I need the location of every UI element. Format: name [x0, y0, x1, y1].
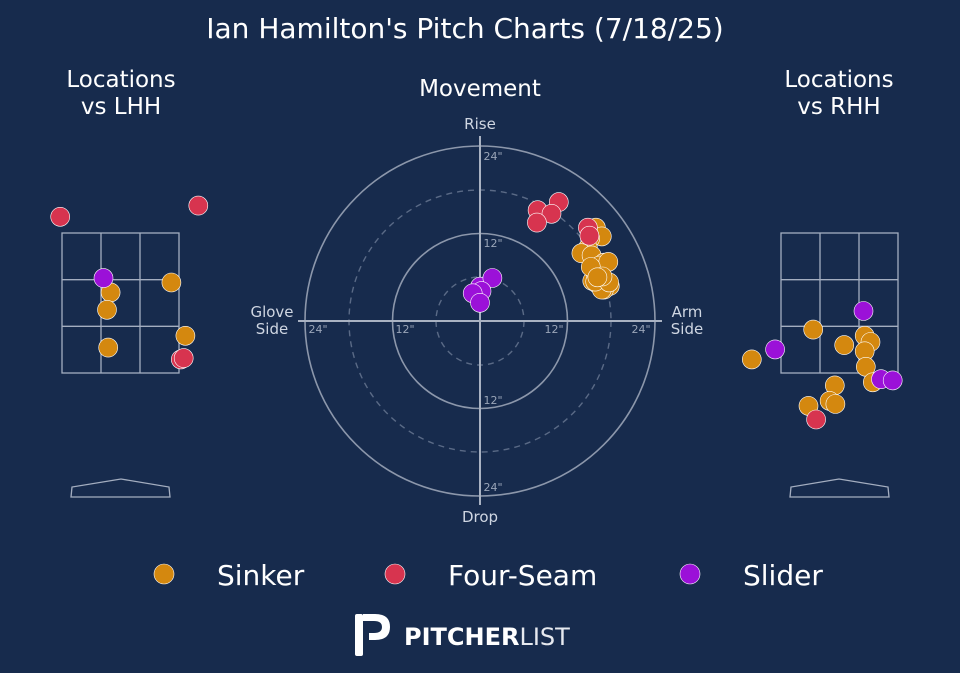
lhh-point-slider-1: [93, 268, 114, 288]
lhh-point-sinker-1: [161, 272, 182, 293]
lhh-panel-title-line1: Locations: [66, 67, 175, 93]
tick-label-bottom-12: 12": [483, 394, 502, 407]
axis-label-arm: Arm: [672, 303, 703, 321]
rhh-home-plate: [789, 478, 890, 498]
pitcherlist-logo-icon: [355, 614, 390, 656]
lhh-panel-title-line2: vs LHH: [81, 94, 161, 120]
axis-label-arm-side: Side: [671, 320, 703, 338]
lhh-point-four-seam-1: [50, 207, 71, 227]
tick-label-bottom-24: 24": [483, 481, 502, 494]
rhh-point-sinker-1: [741, 349, 762, 370]
tick-label-left-24: 24": [308, 323, 327, 336]
legend-label-sinker: Sinker: [217, 559, 305, 592]
lhh-location-points: [50, 195, 209, 370]
rhh-panel-title-line1: Locations: [784, 67, 893, 93]
logo-text-bold: PITCHER: [404, 623, 519, 651]
pitcherlist-logo-text: PITCHERLIST: [404, 623, 570, 651]
tick-label-top-24: 24": [483, 150, 502, 163]
legend-marker-sinker: [153, 563, 175, 585]
legend-label-slider: Slider: [743, 559, 823, 592]
rhh-point-slider-1: [853, 301, 874, 321]
lhh-zone-outline: [61, 232, 180, 374]
legend-label-four-seam: Four-Seam: [448, 559, 597, 592]
movement-panel-title: Movement: [419, 76, 541, 102]
axis-label-glove-side: Side: [256, 320, 288, 338]
lhh-point-sinker-3: [97, 299, 117, 320]
rhh-point-slider-2: [765, 339, 785, 360]
logo-text-light: LIST: [519, 623, 570, 651]
movement-point-four-seam-4: [527, 212, 547, 233]
rhh-point-slider-4: [882, 370, 903, 391]
axis-label-drop: Drop: [462, 508, 498, 526]
rhh-location-points: [741, 301, 903, 430]
tick-label-right-12: 12": [544, 323, 563, 336]
lhh-point-sinker-5: [175, 325, 196, 346]
chart-title: Ian Hamilton's Pitch Charts (7/18/25): [206, 12, 723, 45]
axis-label-rise: Rise: [464, 115, 496, 133]
tick-label-top-12: 12": [483, 237, 502, 250]
rhh-point-sinker-2: [803, 319, 824, 340]
movement-point-slider-5: [470, 292, 490, 313]
lhh-location-plot: [50, 195, 209, 498]
tick-label-left-12: 12": [395, 323, 414, 336]
pitcherlist-logo: PITCHERLIST: [355, 614, 570, 656]
rhh-point-four-seam-1: [806, 409, 826, 430]
lhh-home-plate: [70, 478, 171, 498]
rhh-panel-title-line2: vs RHH: [797, 94, 880, 120]
rhh-point-sinker-12: [825, 394, 846, 414]
rhh-point-sinker-3: [834, 335, 855, 355]
movement-point-four-seam-3: [541, 204, 562, 224]
movement-plot: Rise Drop Glove Side Arm Side 24" 12" 12…: [250, 115, 703, 526]
lhh-point-sinker-4: [98, 337, 118, 358]
axis-label-glove: Glove: [250, 303, 293, 321]
lhh-point-four-seam-2: [188, 195, 209, 216]
movement-point-four-seam-6: [579, 225, 600, 246]
movement-point-sinker-22: [587, 267, 608, 288]
legend: Sinker Four-Seam Slider: [153, 559, 823, 592]
legend-marker-slider: [679, 563, 701, 585]
legend-marker-four-seam: [384, 563, 406, 585]
movement-point-slider-2: [482, 268, 503, 288]
lhh-strike-zone: [61, 232, 180, 374]
rhh-location-plot: [741, 232, 903, 498]
movement-points: [462, 192, 620, 313]
rhh-zone-outline: [780, 232, 899, 374]
lhh-point-four-seam-4: [173, 348, 194, 368]
tick-label-right-24: 24": [631, 323, 650, 336]
